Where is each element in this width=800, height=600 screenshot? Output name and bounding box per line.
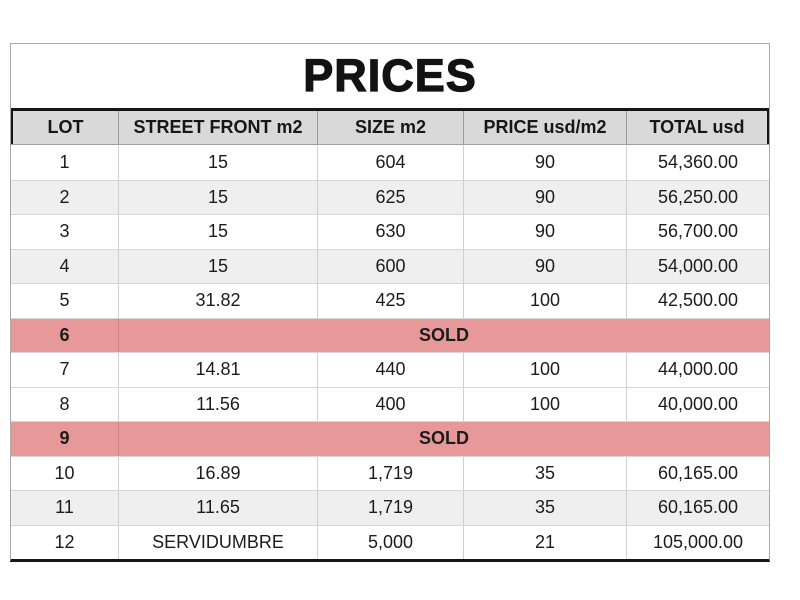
table-row: 1 15 604 90 54,360.00: [11, 145, 769, 180]
table-body: 1 15 604 90 54,360.00 2 15 625 90 56,250.00 3 15 630…: [11, 145, 769, 559]
cell-size: 625: [318, 180, 464, 214]
cell-street-front: 15: [119, 145, 318, 180]
cell-lot: 5: [11, 284, 119, 318]
cell-street-front: SERVIDUMBRE: [119, 525, 318, 559]
cell-price: 100: [464, 387, 627, 421]
cell-total: 40,000.00: [657, 393, 739, 414]
cell-size: 400: [318, 387, 464, 421]
cell-total: 54,000.00: [657, 255, 739, 276]
title-text: PRICES: [303, 49, 477, 101]
table-row: 9 SOLD: [11, 421, 769, 456]
cell-street-front: 11.65: [119, 491, 318, 525]
cell-lot: 11: [11, 491, 119, 525]
cell-price: 90: [464, 215, 627, 249]
cell-lot: 10: [11, 456, 119, 490]
cell-total: 54,360.00: [657, 151, 739, 172]
cell-price: 35: [464, 456, 627, 490]
cell-lot: 12: [11, 525, 119, 559]
cell-lot: 4: [11, 249, 119, 283]
cell-total: 56,700.00: [657, 221, 739, 242]
column-header-total: TOTAL usd: [627, 111, 769, 144]
cell-sold-merged: SOLD: [418, 324, 469, 345]
table-row: 7 14.81 440 100 44,000.00: [11, 352, 769, 387]
column-header-lot: LOT: [11, 111, 119, 144]
cell-street-front: 14.81: [119, 353, 318, 387]
cell-price: 35: [464, 491, 627, 525]
cell-size: 5,000: [318, 525, 464, 559]
table-row: 10 16.89 1,719 35 60,165.00: [11, 455, 769, 490]
cell-total: 105,000.00: [652, 531, 744, 552]
cell-lot: 6: [11, 318, 119, 352]
table-row: 12 SERVIDUMBRE 5,000 21 105,000.00: [11, 524, 769, 559]
price-table: PRICES LOT STREET FRONT m2 SIZE m2 PRICE us…: [10, 43, 770, 562]
cell-lot: 9: [11, 422, 119, 456]
cell-lot: 1: [11, 145, 119, 180]
cell-price: 21: [464, 525, 627, 559]
cell-lot: 2: [11, 180, 119, 214]
cell-lot: 7: [11, 353, 119, 387]
cell-size: 600: [318, 249, 464, 283]
table-row: 3 15 630 90 56,700.00: [11, 214, 769, 249]
table-row: 2 15 625 90 56,250.00: [11, 179, 769, 214]
cell-street-front: 11.56: [119, 387, 318, 421]
header-row: LOT STREET FRONT m2 SIZE m2 PRICE usd/m2 TOT…: [11, 108, 769, 145]
cell-street-front: 15: [119, 215, 318, 249]
cell-street-front: 16.89: [119, 456, 318, 490]
table-row: 6 SOLD: [11, 317, 769, 352]
cell-total: 60,165.00: [657, 497, 739, 518]
cell-street-front: 15: [119, 180, 318, 214]
column-header-size: SIZE m2: [318, 111, 464, 144]
cell-lot: 3: [11, 215, 119, 249]
cell-price: 90: [464, 180, 627, 214]
cell-price: 90: [464, 249, 627, 283]
cell-size: 630: [318, 215, 464, 249]
cell-lot: 8: [11, 387, 119, 421]
cell-street-front: 31.82: [119, 284, 318, 318]
table-title: PRICES: [11, 44, 769, 108]
cell-street-front: 15: [119, 249, 318, 283]
table-row: 4 15 600 90 54,000.00: [11, 248, 769, 283]
cell-size: 440: [318, 353, 464, 387]
cell-size: 604: [318, 145, 464, 180]
cell-price: 100: [464, 284, 627, 318]
cell-price: 90: [464, 145, 627, 180]
cell-total: 44,000.00: [657, 359, 739, 380]
table-row: 11 11.65 1,719 35 60,165.00: [11, 490, 769, 525]
cell-size: 1,719: [318, 456, 464, 490]
table-row: 8 11.56 400 100 40,000.00: [11, 386, 769, 421]
column-header-street: STREET FRONT m2: [119, 111, 318, 144]
cell-total: 42,500.00: [657, 290, 739, 311]
cell-size: 1,719: [318, 491, 464, 525]
cell-size: 425: [318, 284, 464, 318]
cell-total: 60,165.00: [657, 462, 739, 483]
cell-total: 56,250.00: [657, 186, 739, 207]
column-header-price: PRICE usd/m2: [464, 111, 627, 144]
cell-price: 100: [464, 353, 627, 387]
table-row: 5 31.82 425 100 42,500.00: [11, 283, 769, 318]
cell-sold-merged: SOLD: [418, 428, 469, 449]
